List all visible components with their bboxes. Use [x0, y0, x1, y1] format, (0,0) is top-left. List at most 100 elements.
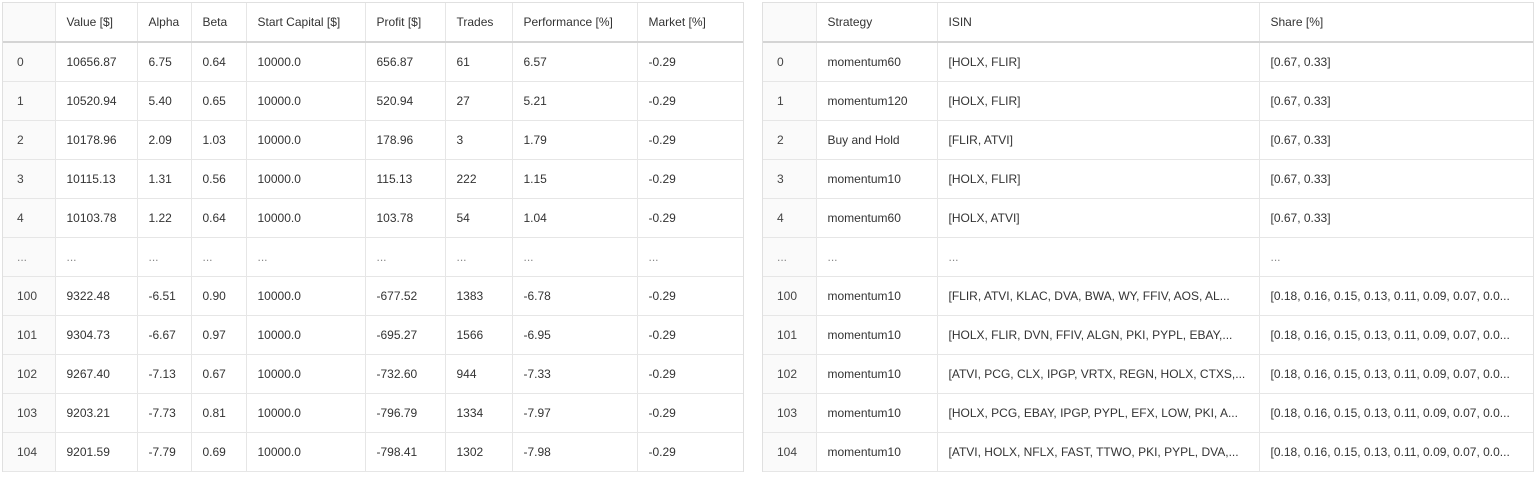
- row-index-cell: 3: [3, 159, 56, 199]
- table-cell: ...: [445, 237, 513, 277]
- column-header-index: [763, 3, 817, 43]
- table-cell: -677.52: [365, 276, 446, 316]
- table-cell: 6.75: [137, 42, 192, 82]
- table-cell: 10000.0: [246, 354, 366, 394]
- row-index-cell: 3: [763, 159, 817, 199]
- table-cell: 10000.0: [246, 42, 366, 82]
- table-cell: 1.79: [512, 120, 638, 160]
- table-cell: -0.29: [637, 315, 743, 355]
- table-cell: -798.41: [365, 432, 446, 472]
- table-cell: -0.29: [637, 159, 743, 199]
- row-index-cell: 100: [3, 276, 56, 316]
- row-index-cell: 4: [763, 198, 817, 238]
- table-cell: [HOLX, FLIR]: [937, 81, 1260, 121]
- column-header-market: Market [%]: [637, 3, 743, 43]
- row-index-cell: 4: [3, 198, 56, 238]
- row-index-cell: ...: [763, 237, 817, 277]
- table-cell: [0.18, 0.16, 0.15, 0.13, 0.11, 0.09, 0.0…: [1259, 315, 1533, 355]
- table-cell: 9322.48: [55, 276, 138, 316]
- table-cell: 0.67: [191, 354, 247, 394]
- row-index-cell: 102: [3, 354, 56, 394]
- row-index-cell: 2: [763, 120, 817, 160]
- table-row: 0 momentum60 [HOLX, FLIR] [0.67, 0.33]: [763, 42, 1533, 82]
- row-index-cell: 1: [3, 81, 56, 121]
- column-header-isin: ISIN: [937, 3, 1260, 43]
- table-row: 102 9267.40 -7.13 0.67 10000.0 -732.60 944 -7.3…: [3, 354, 743, 394]
- row-index-cell: 103: [3, 393, 56, 433]
- table-cell: 656.87: [365, 42, 446, 82]
- table-cell: 3: [445, 120, 513, 160]
- table-cell: -732.60: [365, 354, 446, 394]
- table-cell: -0.29: [637, 432, 743, 472]
- row-index-cell: 104: [763, 432, 817, 472]
- column-header-index: [3, 3, 56, 43]
- table-row: ............: [763, 237, 1533, 277]
- table-cell: ...: [512, 237, 638, 277]
- table-row: 1 10520.94 5.40 0.65 10000.0 520.94 27 5.21 -0.2…: [3, 81, 743, 121]
- table-cell: -0.29: [637, 276, 743, 316]
- table-cell: ...: [816, 237, 938, 277]
- table-row: 3 momentum10 [HOLX, FLIR] [0.67, 0.33]: [763, 159, 1533, 199]
- table-cell: 9201.59: [55, 432, 138, 472]
- table-cell: ...: [137, 237, 192, 277]
- table-row: 100 9322.48 -6.51 0.90 10000.0 -677.52 1383 -6.…: [3, 276, 743, 316]
- column-header-alpha: Alpha: [137, 3, 192, 43]
- table-cell: -0.29: [637, 198, 743, 238]
- table-cell: 10115.13: [55, 159, 138, 199]
- table-row: 101 momentum10 [HOLX, FLIR, DVN, FFIV, ALG…: [763, 315, 1533, 355]
- table-cell: 520.94: [365, 81, 446, 121]
- table-row: 4 momentum60 [HOLX, ATVI] [0.67, 0.33]: [763, 198, 1533, 238]
- table-cell: [0.67, 0.33]: [1259, 81, 1533, 121]
- table-cell: 0.97: [191, 315, 247, 355]
- table-cell: 10520.94: [55, 81, 138, 121]
- table-row: 104 9201.59 -7.79 0.69 10000.0 -798.41 1302 -7.…: [3, 432, 743, 472]
- table-cell: momentum60: [816, 198, 938, 238]
- table-cell: -0.29: [637, 354, 743, 394]
- table-cell: -6.67: [137, 315, 192, 355]
- column-header-beta: Beta: [191, 3, 247, 43]
- table-cell: -7.79: [137, 432, 192, 472]
- strategy-table-panel: Strategy ISIN Share [%] 0 momentum60 [HOLX, …: [762, 2, 1534, 472]
- table-cell: -7.33: [512, 354, 638, 394]
- row-index-cell: ...: [3, 237, 56, 277]
- table-cell: 103.78: [365, 198, 446, 238]
- table-cell: -6.51: [137, 276, 192, 316]
- table-cell: [HOLX, FLIR]: [937, 159, 1260, 199]
- table-cell: [0.18, 0.16, 0.15, 0.13, 0.11, 0.09, 0.0…: [1259, 276, 1533, 316]
- table-cell: 1.15: [512, 159, 638, 199]
- table-cell: 5.21: [512, 81, 638, 121]
- table-cell: 1.03: [191, 120, 247, 160]
- table-cell: 1.31: [137, 159, 192, 199]
- table-cell: momentum10: [816, 354, 938, 394]
- column-header-performance: Performance [%]: [512, 3, 638, 43]
- table-cell: momentum120: [816, 81, 938, 121]
- table-cell: 0.64: [191, 198, 247, 238]
- table-cell: momentum10: [816, 393, 938, 433]
- table-cell: [0.67, 0.33]: [1259, 198, 1533, 238]
- column-header-profit: Profit [$]: [365, 3, 446, 43]
- table-cell: -695.27: [365, 315, 446, 355]
- table-header-row: Strategy ISIN Share [%]: [763, 3, 1533, 43]
- table-cell: 115.13: [365, 159, 446, 199]
- table-cell: ...: [191, 237, 247, 277]
- table-cell: 1566: [445, 315, 513, 355]
- table-cell: momentum10: [816, 432, 938, 472]
- table-cell: 0.65: [191, 81, 247, 121]
- table-cell: 10000.0: [246, 393, 366, 433]
- table-cell: 5.40: [137, 81, 192, 121]
- row-index-cell: 101: [763, 315, 817, 355]
- table-cell: 222: [445, 159, 513, 199]
- table-row: 100 momentum10 [FLIR, ATVI, KLAC, DVA, BWA…: [763, 276, 1533, 316]
- column-header-value: Value [$]: [55, 3, 138, 43]
- table-cell: [0.18, 0.16, 0.15, 0.13, 0.11, 0.09, 0.0…: [1259, 354, 1533, 394]
- table-cell: 1302: [445, 432, 513, 472]
- table-cell: momentum10: [816, 159, 938, 199]
- table-cell: [HOLX, FLIR, DVN, FFIV, ALGN, PKI, PYPL,…: [937, 315, 1260, 355]
- table-cell: ...: [55, 237, 138, 277]
- table-cell: 10000.0: [246, 81, 366, 121]
- table-cell: [0.67, 0.33]: [1259, 159, 1533, 199]
- table-cell: -0.29: [637, 81, 743, 121]
- table-cell: 10000.0: [246, 159, 366, 199]
- row-index-cell: 100: [763, 276, 817, 316]
- table-cell: momentum60: [816, 42, 938, 82]
